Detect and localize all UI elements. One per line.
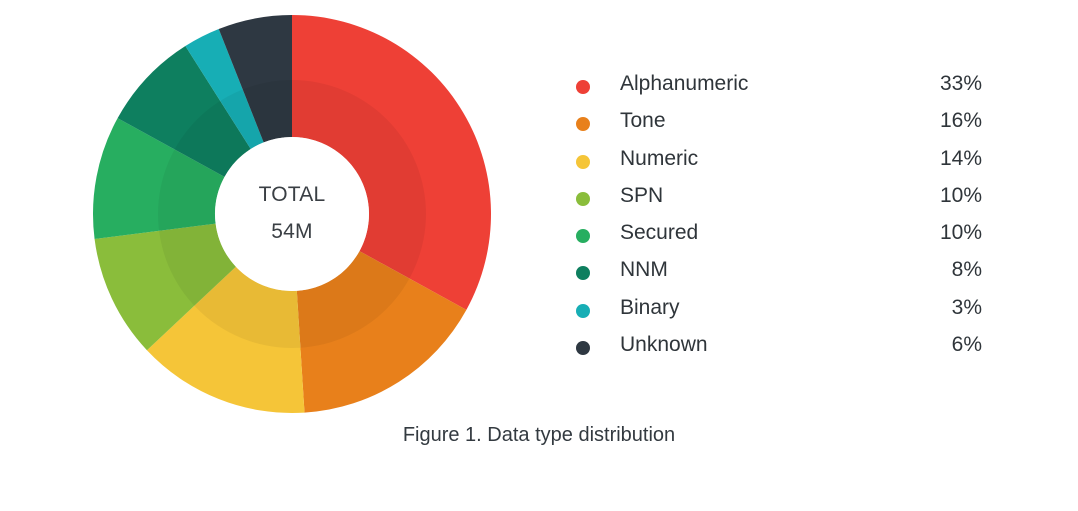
legend-swatch: [576, 341, 590, 356]
slice-binary: [185, 28, 264, 149]
donut-center-value: 54M: [271, 220, 313, 243]
slice-alphanumeric: [292, 15, 491, 310]
legend-value: 14%: [939, 146, 982, 170]
legend-item: Unknown 6%: [572, 331, 992, 368]
legend-item: Secured 10%: [572, 219, 992, 256]
legend-swatch: [576, 303, 590, 318]
legend-label: Tone: [620, 109, 666, 133]
legend-swatch: [576, 266, 590, 281]
donut-hole: [215, 137, 369, 291]
legend-value: 10%: [939, 183, 982, 207]
legend-label: SPN: [620, 183, 664, 207]
legend-value: 6%: [951, 333, 982, 357]
legend-value: 8%: [951, 258, 982, 282]
legend-value: 3%: [951, 295, 982, 319]
legend-swatch: [576, 80, 590, 94]
legend-value: 16%: [939, 109, 982, 133]
slice-tone: [296, 251, 467, 413]
legend-swatch: [576, 229, 590, 244]
slice-numeric: [146, 266, 305, 414]
slice-nnm: [117, 45, 251, 177]
legend-item: Alphanumeric 33%: [572, 70, 992, 107]
slice-unknown: [218, 15, 292, 143]
slice-spn: [94, 223, 236, 351]
legend-item: SPN 10%: [572, 182, 992, 219]
donut-slices: [92, 15, 491, 414]
slice-secured: [92, 118, 225, 239]
legend-label: Unknown: [620, 333, 708, 357]
legend-swatch: [576, 154, 590, 169]
legend-label: NNM: [620, 258, 668, 282]
legend-label: Numeric: [620, 146, 699, 170]
legend-swatch: [576, 117, 590, 132]
figure-caption: Figure 1. Data type distribution: [402, 424, 676, 446]
legend-value: 10%: [939, 221, 982, 245]
legend-label: Alphanumeric: [620, 72, 749, 95]
chart-legend: Alphanumeric 33% Tone 16% Numeric 14% SPN 10% Se…: [572, 70, 992, 368]
legend-item: Tone 16%: [572, 107, 992, 144]
legend-value: 33%: [939, 72, 982, 95]
legend-item: Numeric 14%: [572, 145, 992, 182]
donut-center-title: TOTAL: [258, 183, 326, 206]
legend-item: Binary 3%: [572, 294, 992, 331]
legend-swatch: [576, 191, 590, 206]
legend-item: NNM 8%: [572, 256, 992, 293]
legend-label: Binary: [620, 295, 680, 319]
legend-label: Secured: [620, 221, 699, 245]
